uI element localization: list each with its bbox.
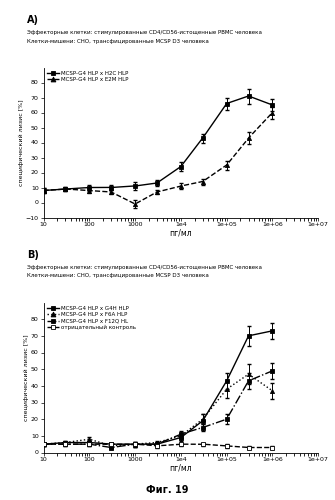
Text: Фиг. 19: Фиг. 19 <box>146 485 189 495</box>
Text: Клетки-мишени: СНО, трансфицированные MCSP D3 человека: Клетки-мишени: СНО, трансфицированные MC… <box>27 274 209 278</box>
Text: А): А) <box>27 15 39 25</box>
Text: В): В) <box>27 250 39 260</box>
Y-axis label: специфический лизис [%]: специфический лизис [%] <box>24 334 29 421</box>
Legend: MCSP-G4 HLP x G4H HLP, MCSP-G4 HLP x F6A HLP, MCSP-G4 HLP x F12Q HL, отрицательн: MCSP-G4 HLP x G4H HLP, MCSP-G4 HLP x F6A… <box>46 306 137 330</box>
X-axis label: пг/мл: пг/мл <box>170 464 192 473</box>
Text: Эффекторные клетки: стимулированные CD4/CD56-истощенные PBMC человека: Эффекторные клетки: стимулированные CD4/… <box>27 30 262 35</box>
Text: Эффекторные клетки: стимулированные CD4/CD56-истощенные PBMC человека: Эффекторные клетки: стимулированные CD4/… <box>27 265 262 270</box>
Y-axis label: специфический лизис [%]: специфический лизис [%] <box>19 99 24 186</box>
X-axis label: пг/мл: пг/мл <box>170 229 192 238</box>
Legend: MCSP-G4 HLP x H2C HLP, MCSP-G4 HLP x E2M HLP: MCSP-G4 HLP x H2C HLP, MCSP-G4 HLP x E2M… <box>46 70 129 83</box>
Text: Клетки-мишени: СНО, трансфицированные MCSP D3 человека: Клетки-мишени: СНО, трансфицированные MC… <box>27 38 209 44</box>
